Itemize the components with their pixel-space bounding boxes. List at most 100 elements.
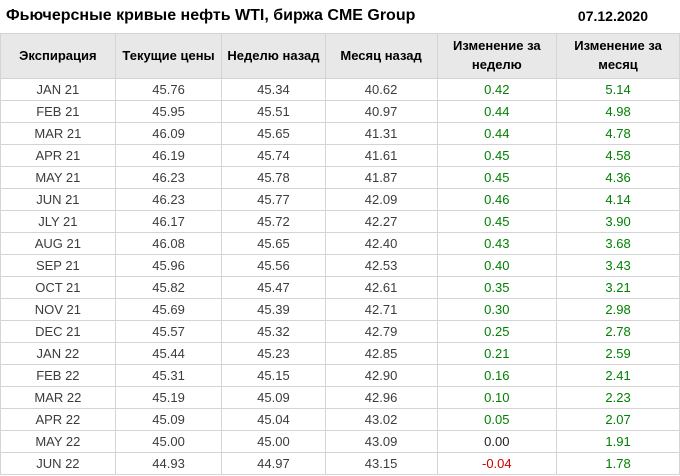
value-cell: 3.90 [556,210,680,233]
value-cell: 0.10 [436,386,558,409]
value-cell: 40.62 [324,78,438,101]
value-cell: 2.07 [556,408,680,431]
value-cell: 4.36 [556,166,680,189]
value-cell: 42.40 [324,232,438,255]
value-cell: 45.72 [221,210,326,233]
futures-table: Экспирация Текущие цены Неделю назад Мес… [0,33,680,475]
table-header: Экспирация Текущие цены Неделю назад Мес… [0,33,680,79]
page-title: Фьючерсные кривые нефть WTI, биржа CME G… [6,6,416,24]
value-cell: 5.14 [556,78,680,101]
value-cell: 43.02 [324,408,438,431]
value-cell: 2.59 [556,342,680,365]
value-cell: 42.53 [324,254,438,277]
value-cell: 46.23 [114,188,223,211]
expiration-cell: JUN 21 [0,188,116,211]
value-cell: 0.45 [436,144,558,167]
value-cell: 46.08 [114,232,223,255]
expiration-cell: JLY 21 [0,210,116,233]
table-row: MAR 22 45.19 45.09 42.96 0.10 2.23 [0,386,680,409]
column-header-current-price: Текущие цены [114,33,223,79]
value-cell: 2.98 [556,298,680,321]
report-date: 07.12.2020 [577,7,648,24]
table-row: JUN 21 46.23 45.77 42.09 0.46 4.14 [0,188,680,211]
value-cell: 0.16 [436,364,558,387]
value-cell: 2.23 [556,386,680,409]
header-row: Экспирация Текущие цены Неделю назад Мес… [0,33,680,79]
expiration-cell: FEB 22 [0,364,116,387]
value-cell: 41.61 [324,144,438,167]
value-cell: 42.79 [324,320,438,343]
value-cell: 0.35 [436,276,558,299]
expiration-cell: MAY 21 [0,166,116,189]
value-cell: 46.17 [114,210,223,233]
value-cell: 4.58 [556,144,680,167]
table-row: JAN 21 45.76 45.34 40.62 0.42 5.14 [0,78,680,101]
value-cell: 45.44 [114,342,223,365]
value-cell: 42.90 [324,364,438,387]
value-cell: 4.78 [556,122,680,145]
value-cell: 45.56 [221,254,326,277]
value-cell: 0.45 [436,166,558,189]
value-cell: 45.09 [221,386,326,409]
value-cell: 45.96 [114,254,223,277]
value-cell: 45.32 [221,320,326,343]
expiration-cell: APR 22 [0,408,116,431]
value-cell: 44.93 [114,452,223,475]
value-cell: 3.43 [556,254,680,277]
value-cell: 46.09 [114,122,223,145]
expiration-cell: AUG 21 [0,232,116,255]
value-cell: 0.44 [436,100,558,123]
value-cell: 46.23 [114,166,223,189]
value-cell: 2.41 [556,364,680,387]
table-row: APR 21 46.19 45.74 41.61 0.45 4.58 [0,144,680,167]
value-cell: 0.00 [436,430,558,453]
value-cell: 0.45 [436,210,558,233]
value-cell: 45.95 [114,100,223,123]
value-cell: 45.23 [221,342,326,365]
value-cell: 0.30 [436,298,558,321]
value-cell: 42.09 [324,188,438,211]
table-body: JAN 21 45.76 45.34 40.62 0.42 5.14 FEB 21 45.95… [0,78,680,475]
column-header-week-change: Изменение за неделю [436,33,558,79]
value-cell: 45.69 [114,298,223,321]
value-cell: 45.00 [114,430,223,453]
value-cell: 45.15 [221,364,326,387]
table-row: APR 22 45.09 45.04 43.02 0.05 2.07 [0,408,680,431]
value-cell: 44.97 [221,452,326,475]
value-cell: 45.09 [114,408,223,431]
value-cell: 0.44 [436,122,558,145]
value-cell: 42.27 [324,210,438,233]
table-row: MAY 22 45.00 45.00 43.09 0.00 1.91 [0,430,680,453]
value-cell: 42.71 [324,298,438,321]
value-cell: 2.78 [556,320,680,343]
expiration-cell: MAR 22 [0,386,116,409]
expiration-cell: JAN 21 [0,78,116,101]
value-cell: 41.87 [324,166,438,189]
expiration-cell: JUN 22 [0,452,116,475]
value-cell: 45.74 [221,144,326,167]
table-row: MAY 21 46.23 45.78 41.87 0.45 4.36 [0,166,680,189]
value-cell: -0.04 [436,452,558,475]
table-row: JAN 22 45.44 45.23 42.85 0.21 2.59 [0,342,680,365]
table-row: AUG 21 46.08 45.65 42.40 0.43 3.68 [0,232,680,255]
expiration-cell: SEP 21 [0,254,116,277]
value-cell: 45.39 [221,298,326,321]
column-header-month-ago: Месяц назад [324,33,438,79]
value-cell: 0.40 [436,254,558,277]
value-cell: 45.65 [221,122,326,145]
title-bar: Фьючерсные кривые нефть WTI, биржа CME G… [0,0,680,33]
value-cell: 45.65 [221,232,326,255]
value-cell: 42.85 [324,342,438,365]
value-cell: 0.05 [436,408,558,431]
value-cell: 45.47 [221,276,326,299]
value-cell: 0.21 [436,342,558,365]
value-cell: 46.19 [114,144,223,167]
table-row: JLY 21 46.17 45.72 42.27 0.45 3.90 [0,210,680,233]
value-cell: 45.04 [221,408,326,431]
value-cell: 1.78 [556,452,680,475]
value-cell: 43.09 [324,430,438,453]
table-row: SEP 21 45.96 45.56 42.53 0.40 3.43 [0,254,680,277]
value-cell: 45.31 [114,364,223,387]
value-cell: 42.61 [324,276,438,299]
